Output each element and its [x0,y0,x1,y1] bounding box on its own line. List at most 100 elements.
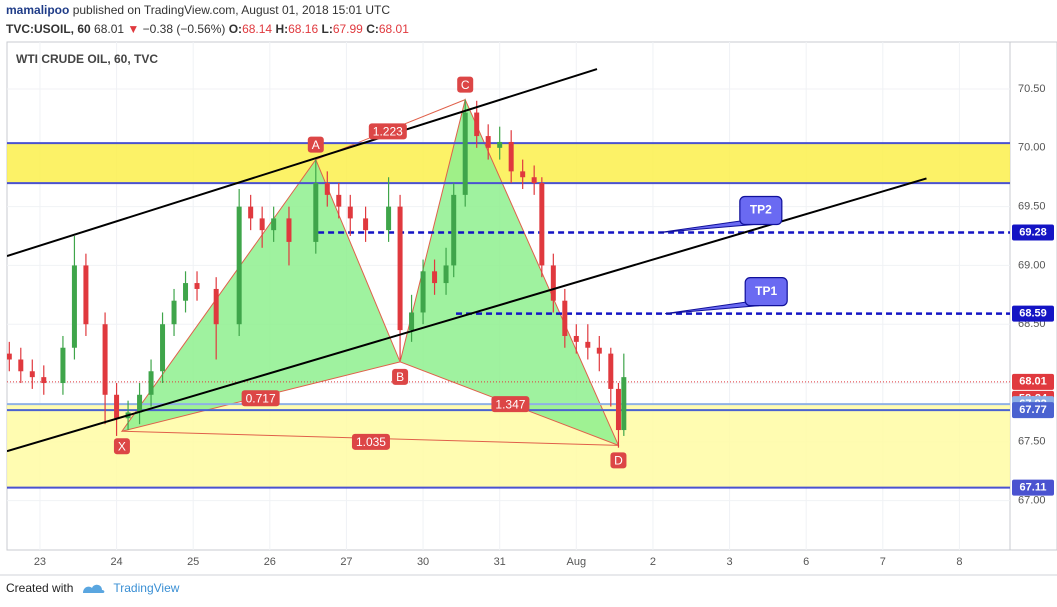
candle-body [363,218,369,231]
candle-body [213,288,219,325]
candle-body [259,218,265,231]
candle-body [148,371,154,395]
quote-line: TVC:USOIL, 60 68.01 ▼ −0.38 (−0.56%) O:6… [6,22,409,36]
chart-frame [6,41,1057,551]
x-tick-label: 31 [494,556,506,568]
candle-body [409,312,415,331]
candle-body [451,194,457,266]
candle-body [508,141,514,172]
x-tick-label: Aug [567,556,587,568]
candle-body [585,341,591,348]
ohlc-value: 68.16 [288,22,319,36]
callout-label: TP1 [755,284,777,298]
change: −0.38 (−0.56%) [142,22,226,36]
candle-body [386,206,392,231]
price-label-bg [1012,479,1054,496]
y-tick-label: 67.50 [1018,436,1046,448]
y-tick-label: 70.50 [1018,83,1046,95]
brand[interactable]: TradingView [113,581,180,595]
candle-body [562,300,568,336]
pattern-point-label: B [396,370,404,384]
candle-body [531,177,537,184]
last-price: 68.01 [94,22,125,36]
price-label: 69.28 [1019,226,1047,238]
y-tick-label: 67.00 [1018,495,1046,507]
published: published on TradingView.com, August 01,… [72,3,391,17]
candle-body [102,324,108,395]
price-label: 67.11 [1020,482,1047,494]
pattern-point-label: X [118,439,126,453]
x-tick-label: 25 [187,556,199,568]
candle-body [573,335,579,342]
price-label-bg [1012,224,1054,241]
callout-box [739,195,783,226]
ohlc-value: 68.14 [242,22,273,36]
pattern-point-label-bg [457,76,474,93]
candle-body [520,171,526,178]
candle-body [7,353,12,360]
pattern-point-label-bg [307,136,324,153]
ohlc-label: C: [366,22,379,36]
candle-body [29,371,35,378]
candle-body [71,265,77,348]
publish-line: mamalipoo published on TradingView.com, … [6,3,390,17]
candle-body [596,347,602,354]
ratio-label-bg [491,396,530,413]
candle-body [60,347,66,384]
candle-body [539,183,545,266]
trendline [7,68,598,257]
callout-box [744,277,788,307]
pattern-point-label-bg [113,438,130,455]
candle-body [615,388,621,431]
candle-body [550,265,556,301]
candle-body [248,206,254,219]
ratio-label: 1.035 [356,435,386,449]
ohlc-label: L: [321,22,333,36]
candle-body [485,136,491,148]
candle-body [462,112,468,195]
x-tick-label: 3 [726,556,732,568]
x-tick-label: 30 [417,556,429,568]
pattern-point-label-bg [392,368,409,385]
candle-body [432,271,438,284]
candle-body [497,141,503,148]
ratio-label-bg [368,123,407,140]
ratio-label-bg [351,433,390,450]
candle-body [160,324,166,372]
pattern-point-label: D [614,454,623,468]
pattern-point-label-bg [610,452,627,469]
callout-pointer [665,301,760,315]
price-label: 68.59 [1019,308,1047,320]
candle-body [420,271,426,313]
ohlc-value: 68.01 [378,22,409,36]
axes: 67.0067.5068.0068.5069.0069.5070.0070.50… [34,83,1054,568]
ohlc-value: 67.99 [332,22,363,36]
x-tick-label: 7 [880,556,886,568]
candle-body [194,283,200,289]
plot-area: X A B C D 1.223 0.717 1.347 1.035 TP2 TP1 [7,42,1010,550]
x-tick-label: 2 [650,556,656,568]
candle-body [397,206,403,331]
y-tick-label: 70.00 [1018,142,1046,154]
x-tick-label: 23 [34,556,46,568]
candle-body [474,112,480,137]
candle-body [286,218,292,242]
zone [7,143,1010,184]
chart-title: WTI CRUDE OIL, 60, TVC [16,52,158,66]
change-arrow: ▼ [127,22,140,36]
author[interactable]: mamalipoo [6,3,70,17]
symbol: TVC:USOIL, 60 [6,22,91,36]
candle-body [443,265,449,284]
x-tick-label: 6 [803,556,809,568]
candle-body [41,377,47,384]
ratio-label: 1.223 [373,125,403,139]
footer: Created with TradingView [6,581,179,595]
callout-label: TP2 [750,203,772,217]
y-tick-label: 69.00 [1018,259,1046,271]
price-label-bg [1012,305,1054,322]
candle-body [324,183,330,195]
price-label: 68.01 [1019,376,1047,388]
candle-body [236,206,242,325]
